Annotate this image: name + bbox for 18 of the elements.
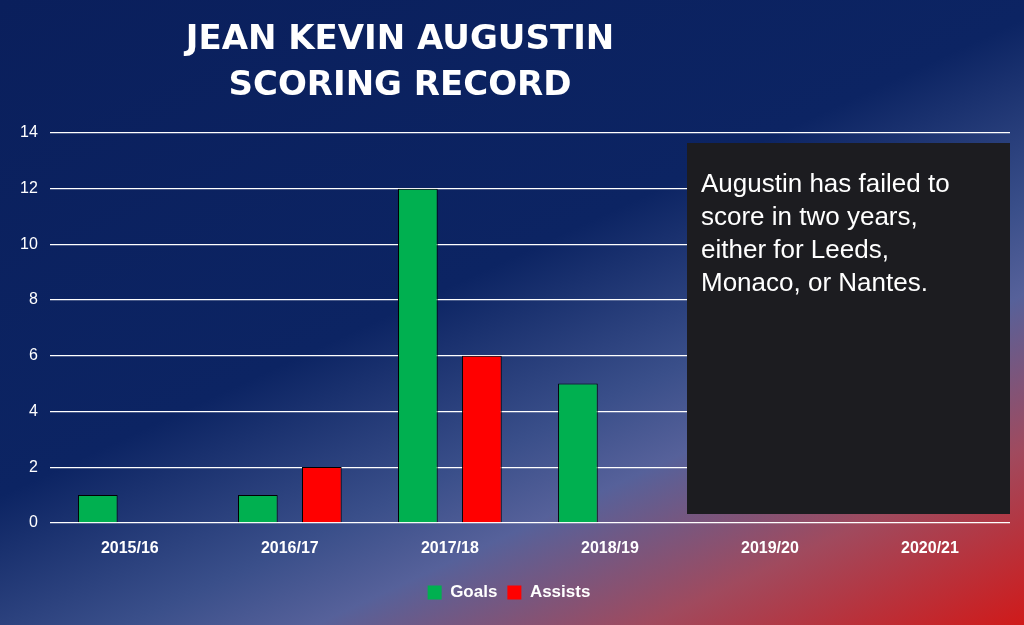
y-tick-label: 4 [28, 401, 38, 419]
y-tick-label: 10 [20, 234, 38, 252]
text-panel: Augustin has failed to score in two years, either for Leeds, Monaco, or Nantes. [687, 143, 1010, 514]
y-tick-label: 2 [28, 457, 38, 475]
y-tick-label: 14 [20, 123, 38, 141]
x-tick-label: 2015/16 [100, 538, 159, 556]
y-tick-label: 12 [20, 179, 38, 197]
y-tick-label: 0 [28, 513, 38, 531]
y-tick-label: 6 [28, 346, 38, 364]
legend-label: Assists [529, 582, 591, 602]
legend-label: Goals [450, 582, 498, 602]
x-tick-label: 2019/20 [741, 538, 799, 556]
x-tick-label: 2017/18 [420, 538, 479, 556]
x-tick-label: 2016/17 [260, 538, 319, 556]
y-tick-label: 8 [28, 290, 38, 308]
chart-title: JEAN KEVIN AUGUSTIN SCORING RECORD [182, 16, 616, 105]
x-tick-label: 2018/19 [580, 538, 639, 556]
x-tick-label: 2020/21 [901, 538, 959, 556]
